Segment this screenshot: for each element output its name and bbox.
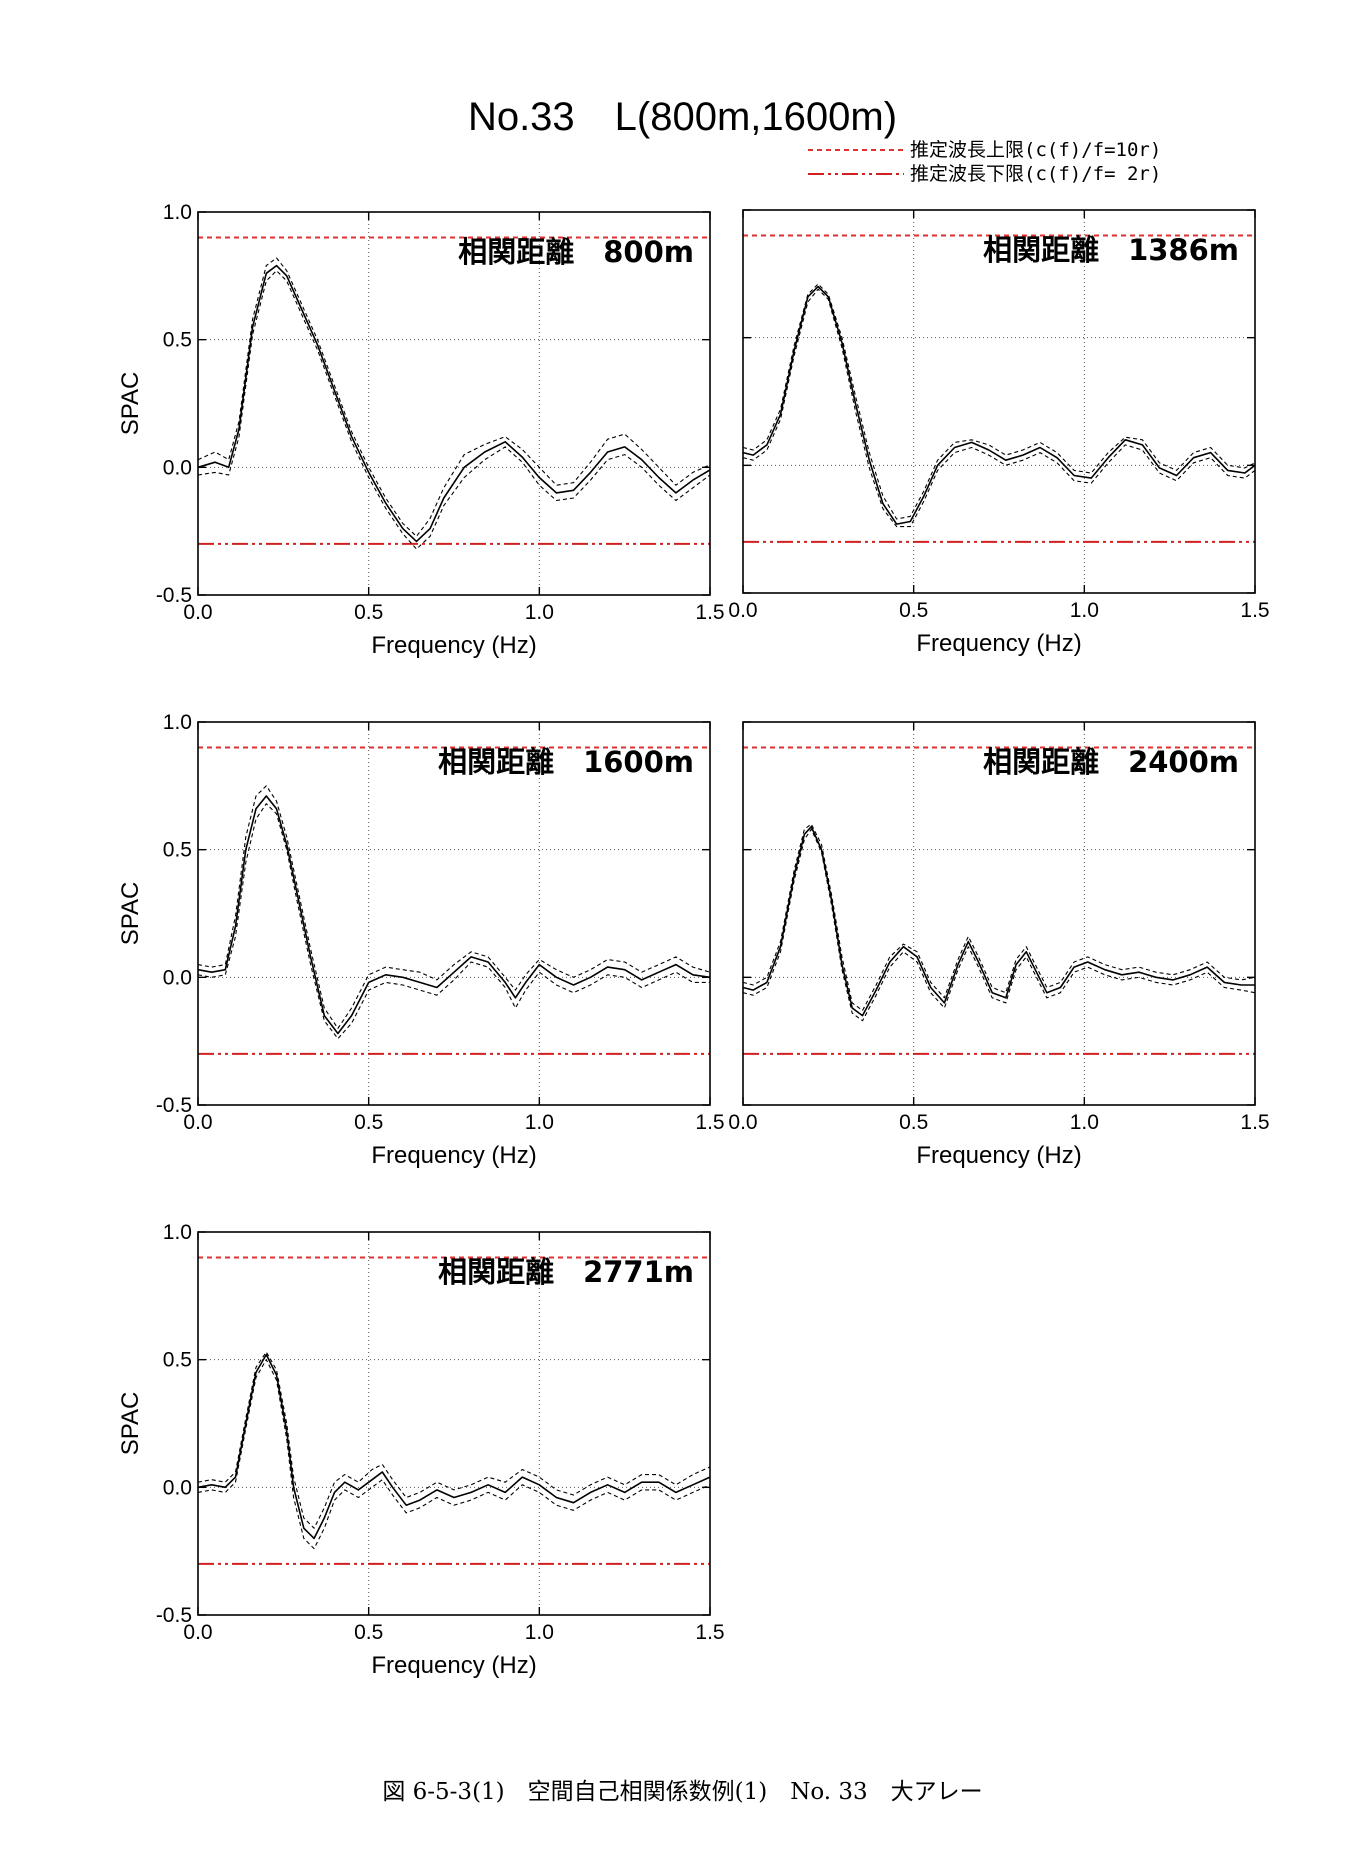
y-tick-label: 0.5 xyxy=(163,1349,192,1372)
x-tick-label: 1.5 xyxy=(1240,599,1269,622)
spac-bound-line xyxy=(197,1351,711,1529)
x-tick-label: 1.0 xyxy=(1070,1111,1099,1134)
spac-mean-line xyxy=(197,1353,711,1540)
x-axis-label: Frequency (Hz) xyxy=(371,1652,536,1679)
y-axis-label: SPAC xyxy=(117,372,144,436)
spac-chart-3: 0.0 0.5 1.0 1.5 -0.5 0.0 0.5 1.0 Frequency (Hz) S… xyxy=(108,711,730,1179)
x-axis-label: Frequency (Hz) xyxy=(916,630,1081,657)
correlation-distance-label: 相関距離 800m xyxy=(458,235,694,269)
x-tick-label: 0.0 xyxy=(183,1111,212,1134)
y-axis-label: SPAC xyxy=(117,1392,144,1456)
correlation-distance-label: 相関距離 2400m xyxy=(983,745,1239,779)
x-tick-label: 1.0 xyxy=(525,601,554,624)
plot-frame xyxy=(197,1231,711,1616)
x-tick-label: 0.0 xyxy=(183,601,212,624)
x-tick-label: 0.5 xyxy=(899,1111,928,1134)
legend: 推定波長上限(c(f)/f=10r) 推定波長下限(c(f)/f= 2r) xyxy=(808,138,1161,186)
x-tick-label: 1.0 xyxy=(525,1111,554,1134)
x-tick-label: 0.0 xyxy=(183,1621,212,1644)
x-axis-label: Frequency (Hz) xyxy=(916,1142,1081,1169)
x-tick-label: 1.5 xyxy=(1240,1111,1269,1134)
spac-bound-line xyxy=(742,283,1256,520)
y-tick-label: -0.5 xyxy=(156,1604,192,1627)
y-tick-label: -0.5 xyxy=(156,584,192,607)
spac-bound-line xyxy=(197,803,710,1040)
x-tick-label: 0.0 xyxy=(728,599,757,622)
x-tick-label: 1.0 xyxy=(525,1621,554,1644)
x-tick-label: 1.5 xyxy=(695,1111,724,1134)
legend-lower-label: 推定波長下限(c(f)/f= 2r) xyxy=(910,163,1162,185)
spac-mean-line xyxy=(197,795,711,1035)
spac-bound-line xyxy=(197,257,711,537)
chart-svg: 0.0 0.5 1.0 1.5 Frequency (Hz) 相関距離 1386m xyxy=(728,209,1270,657)
y-tick-label: 0.0 xyxy=(163,456,192,479)
y-tick-label: 1.0 xyxy=(163,201,192,224)
spac-bound-line xyxy=(197,270,711,550)
correlation-distance-label: 相関距離 1386m xyxy=(983,233,1239,267)
y-tick-label: -0.5 xyxy=(156,1094,192,1117)
spac-mean-line xyxy=(742,285,1256,525)
y-tick-label: 1.0 xyxy=(163,711,192,734)
spac-chart-1: 0.0 0.5 1.0 1.5 -0.5 0.0 0.5 1.0 Frequency (Hz) S… xyxy=(108,201,730,669)
spac-bound-line xyxy=(742,828,1256,1022)
plot-frame xyxy=(197,721,711,1106)
plot-frame xyxy=(197,211,711,596)
spac-mean-line xyxy=(742,825,1255,1017)
lower-limit-line-icon xyxy=(808,173,904,175)
spac-chart-2: 0.0 0.5 1.0 1.5 Frequency (Hz) 相関距離 1386m xyxy=(653,209,1275,667)
y-tick-label: 0.0 xyxy=(163,966,192,989)
page-title: No.33 L(800m,1600m) xyxy=(467,95,898,139)
x-tick-label: 0.5 xyxy=(354,601,383,624)
spac-chart-5: 0.0 0.5 1.0 1.5 -0.5 0.0 0.5 1.0 Frequency (Hz) S… xyxy=(108,1221,730,1689)
spac-bound-line xyxy=(742,288,1256,528)
spac-bound-line xyxy=(742,823,1256,1012)
y-tick-label: 0.5 xyxy=(163,329,192,352)
spac-chart-4: 0.0 0.5 1.0 1.5 Frequency (Hz) 相関距離 2400m xyxy=(653,721,1275,1179)
chart-svg: 0.0 0.5 1.0 1.5 Frequency (Hz) 相関距離 2400m xyxy=(728,721,1270,1169)
correlation-distance-label: 相関距離 1600m xyxy=(438,745,694,779)
legend-item-upper: 推定波長上限(c(f)/f=10r) xyxy=(808,138,1161,162)
upper-limit-line-icon xyxy=(808,149,904,151)
figure-caption: 図 6-5-3(1) 空間自己相関係数例(1) No. 33 大アレー xyxy=(382,1779,983,1805)
x-tick-label: 1.0 xyxy=(1070,599,1099,622)
spac-bound-line xyxy=(197,785,711,1029)
y-axis-label: SPAC xyxy=(117,882,144,946)
spac-bound-line xyxy=(197,1359,711,1550)
correlation-distance-label: 相関距離 2771m xyxy=(438,1255,694,1289)
x-tick-label: 0.0 xyxy=(728,1111,757,1134)
x-tick-label: 0.5 xyxy=(899,599,928,622)
plot-frame xyxy=(742,209,1256,594)
y-tick-label: 0.5 xyxy=(163,839,192,862)
x-tick-label: 0.5 xyxy=(354,1111,383,1134)
legend-item-lower: 推定波長下限(c(f)/f= 2r) xyxy=(808,162,1161,186)
plot-frame xyxy=(742,721,1256,1106)
x-axis-label: Frequency (Hz) xyxy=(371,632,536,659)
x-tick-label: 0.5 xyxy=(354,1621,383,1644)
x-axis-label: Frequency (Hz) xyxy=(371,1142,536,1169)
y-tick-label: 0.0 xyxy=(163,1476,192,1499)
x-tick-label: 1.5 xyxy=(695,601,724,624)
legend-upper-label: 推定波長上限(c(f)/f=10r) xyxy=(910,139,1162,161)
y-tick-label: 1.0 xyxy=(163,1221,192,1244)
x-tick-label: 1.5 xyxy=(695,1621,724,1644)
spac-mean-line xyxy=(197,264,711,543)
